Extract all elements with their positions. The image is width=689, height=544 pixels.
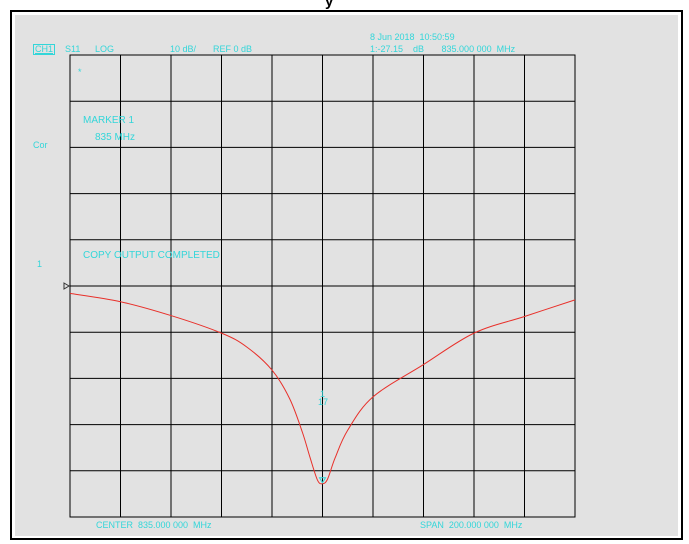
span-label: SPAN 200.000 000 MHz	[420, 520, 523, 530]
marker-readout: 1:-27.15 dB 835.000 000 MHz	[370, 44, 516, 54]
trace-line	[69, 292, 576, 485]
scale-label: 10 dB/	[170, 44, 197, 54]
analyzer-screen	[15, 15, 678, 536]
marker-frequency: 835 MHz	[95, 132, 136, 143]
reference-position-label: 1	[37, 259, 43, 269]
copy-output-message: COPY OUTPUT COMPLETED	[83, 250, 220, 261]
star-indicator: *	[78, 67, 82, 77]
marker-value: 17	[318, 397, 329, 407]
correction-label: Cor	[33, 140, 48, 150]
reference-label: REF 0 dB	[213, 44, 253, 54]
datetime-label: 8 Jun 2018 10:50:59	[370, 32, 455, 42]
reference-position-marker	[63, 282, 70, 290]
marker-title: MARKER 1	[83, 115, 135, 126]
format-label: LOG	[95, 44, 115, 54]
channel-label: CH1	[33, 44, 56, 55]
marker-triangle	[318, 477, 327, 484]
title-fragment: y	[325, 0, 334, 10]
parameter-label: S11	[65, 44, 81, 54]
marker-number: 1	[320, 389, 326, 399]
center-frequency-label: CENTER 835.000 000 MHz	[96, 520, 212, 530]
